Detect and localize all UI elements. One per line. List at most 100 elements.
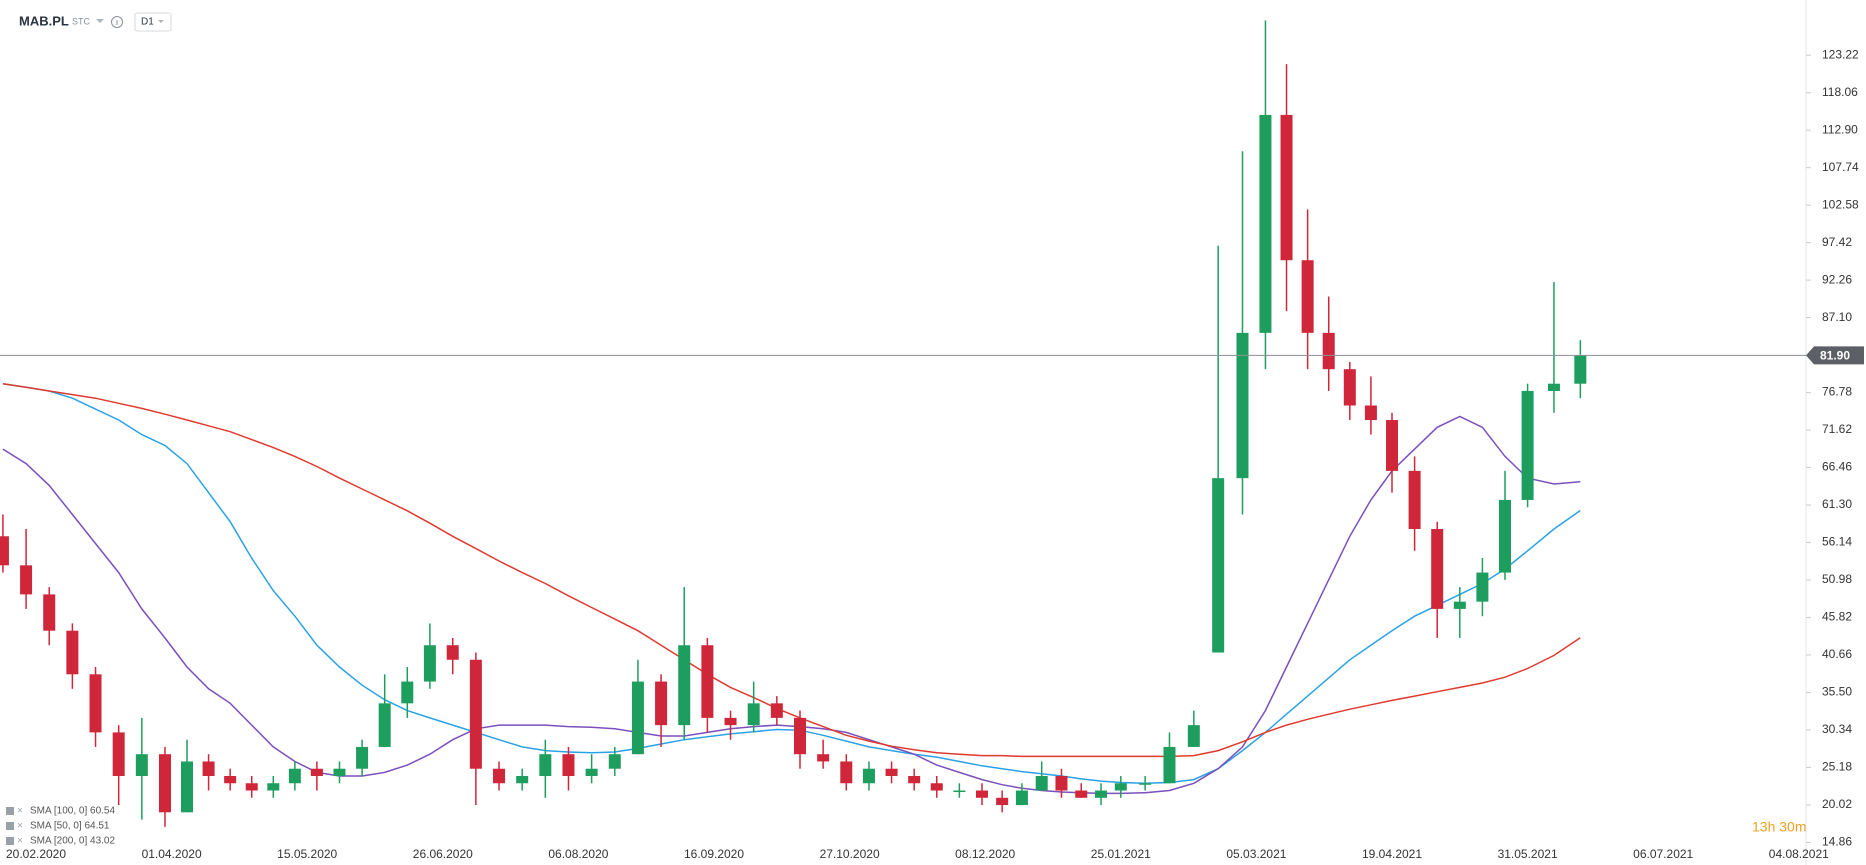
candle-body	[975, 790, 988, 798]
symbol: MAB.PL	[19, 13, 69, 28]
candle-body	[678, 645, 691, 726]
candle-body	[840, 761, 853, 784]
candle-body	[378, 703, 391, 747]
sma-line	[2, 382, 1581, 785]
candle-body	[1476, 572, 1489, 602]
x-tick-label: 20.02.2020	[6, 847, 66, 861]
sma-line	[2, 415, 1581, 795]
x-tick-label: 31.05.2021	[1498, 847, 1558, 861]
candle-body	[1114, 783, 1127, 791]
y-tick-label: 102.58	[1822, 197, 1859, 211]
x-tick-label: 16.09.2020	[684, 847, 744, 861]
candle-body	[724, 717, 737, 726]
candle-body	[423, 645, 436, 682]
y-tick-label: 112.90	[1822, 122, 1858, 136]
candle-body	[770, 703, 783, 718]
candle-body	[608, 754, 621, 769]
candle-body	[1343, 369, 1356, 406]
timeframe[interactable]: D1	[141, 17, 154, 28]
y-tick-label: 97.42	[1822, 235, 1852, 249]
candle-body	[1521, 390, 1534, 500]
y-tick-label: 71.62	[1822, 422, 1852, 436]
y-tick-label: 66.46	[1822, 460, 1852, 474]
candle-body	[930, 783, 943, 791]
candle-body	[655, 681, 668, 726]
candle-body	[0, 536, 9, 566]
x-tick-label: 01.04.2020	[142, 847, 202, 861]
timeframe-caret	[158, 20, 164, 23]
x-tick-label: 06.07.2021	[1633, 847, 1693, 861]
candle-body	[1236, 332, 1249, 479]
candle-body	[1095, 790, 1108, 798]
candle-body	[539, 754, 552, 776]
x-tick-label: 04.08.2021	[1769, 847, 1829, 861]
last-price-label: 81.90	[1820, 349, 1850, 363]
candle-body	[996, 797, 1009, 806]
x-tick-label: 19.04.2021	[1362, 847, 1422, 861]
timeframe-box[interactable]	[134, 12, 172, 32]
candle-body	[1139, 783, 1152, 785]
x-tick-label: 05.03.2021	[1226, 847, 1286, 861]
candle-body	[89, 674, 102, 733]
y-tick-label: 35.50	[1822, 685, 1852, 699]
candle-body	[631, 681, 644, 755]
candle-body	[267, 783, 280, 791]
candle-body	[245, 783, 258, 791]
candle-body	[446, 645, 459, 660]
y-tick-label: 14.86	[1822, 835, 1852, 849]
legend-icon	[6, 822, 14, 830]
candle-body	[885, 768, 898, 776]
candle-body	[288, 768, 301, 784]
x-tick-label: 08.12.2020	[955, 847, 1015, 861]
candle-body	[1499, 499, 1511, 573]
source[interactable]: STC	[72, 16, 91, 26]
candle-body	[1322, 332, 1335, 370]
candle-body	[66, 630, 79, 675]
candle-body	[43, 594, 56, 631]
candle-body	[493, 768, 506, 784]
candle-body	[224, 775, 237, 784]
y-tick-label: 56.14	[1822, 535, 1852, 549]
y-tick-label: 87.10	[1822, 310, 1852, 324]
candle-body	[112, 732, 125, 776]
candle-body	[401, 681, 414, 704]
candle-body	[1212, 478, 1225, 653]
candle-body	[1453, 601, 1466, 609]
legend-remove[interactable]: ×	[17, 836, 23, 847]
legend-remove[interactable]: ×	[17, 806, 23, 817]
candle-body	[135, 754, 148, 776]
candle-body	[1259, 114, 1272, 333]
legend-icon	[6, 837, 14, 845]
candle-body	[356, 746, 369, 769]
x-tick-label: 26.06.2020	[413, 847, 473, 861]
candle-body	[862, 768, 875, 784]
x-tick-label: 15.05.2020	[277, 847, 337, 861]
candle-body	[20, 565, 33, 595]
candle-body	[1386, 420, 1398, 471]
y-tick-label: 61.30	[1822, 497, 1852, 511]
info-icon[interactable]	[111, 16, 123, 28]
candle-body	[562, 754, 575, 776]
candle-body	[1075, 790, 1088, 798]
candle-body	[817, 754, 830, 762]
candle-body	[701, 645, 714, 718]
candle-body	[158, 754, 171, 813]
candle-body	[1163, 746, 1176, 784]
legend-remove[interactable]: ×	[17, 821, 23, 832]
y-tick-label: 118.06	[1822, 85, 1858, 99]
x-tick-label: 06.08.2020	[548, 847, 608, 861]
x-tick-label: 27.10.2020	[820, 847, 880, 861]
y-tick-label: 30.34	[1822, 722, 1852, 736]
plot-area	[0, 20, 1587, 827]
candle-body	[181, 761, 194, 813]
candle-body	[202, 761, 215, 776]
candle-body	[1301, 260, 1314, 333]
candle-body	[469, 659, 482, 769]
y-tick-label: 107.74	[1822, 160, 1859, 174]
candle-body	[1547, 383, 1560, 391]
candle-body	[953, 790, 966, 793]
source-caret[interactable]	[96, 19, 104, 23]
candle-body	[1431, 528, 1444, 609]
y-tick-label: 92.26	[1822, 272, 1852, 286]
